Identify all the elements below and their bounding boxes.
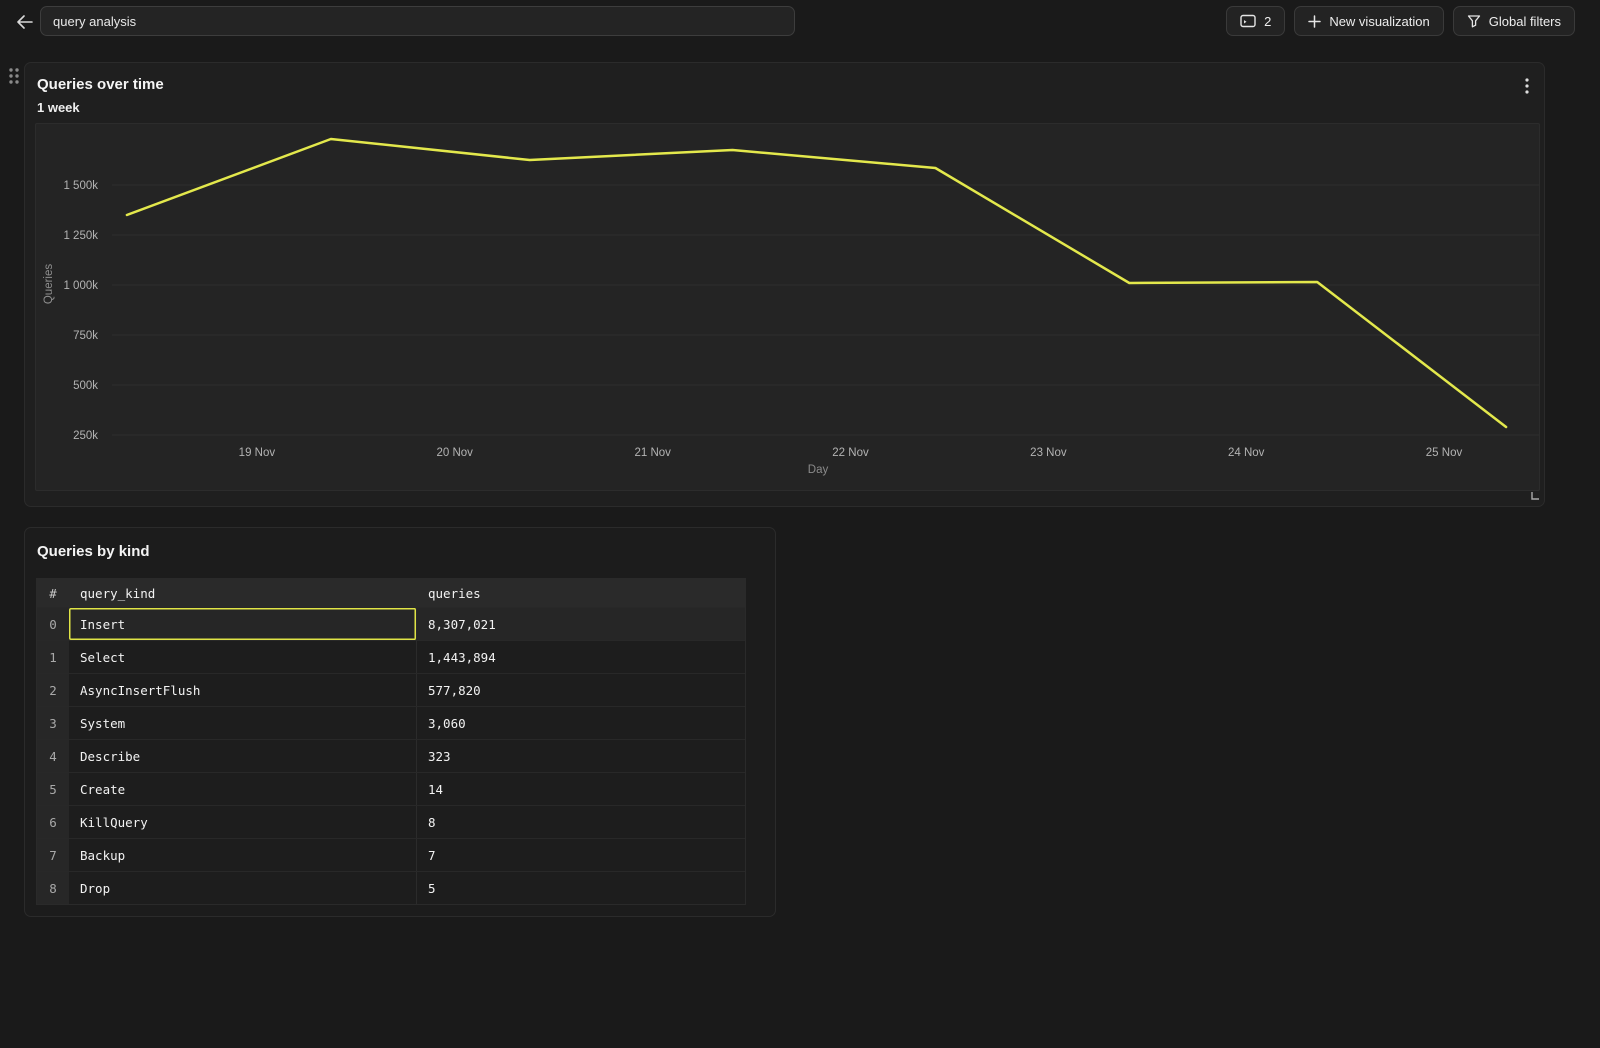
- queries-line-series: [125, 137, 1508, 429]
- table-row: 4 Describe 323: [37, 739, 745, 772]
- y-tick-label: 750k: [73, 330, 98, 342]
- resize-corner-icon[interactable]: [1529, 491, 1540, 502]
- x-tick-label: 23 Nov: [1030, 447, 1067, 459]
- x-tick-label: 19 Nov: [239, 447, 276, 459]
- row-index: 1: [37, 641, 69, 673]
- column-header-queries: queries: [428, 585, 481, 601]
- column-header-index: #: [49, 585, 57, 601]
- kebab-icon: [1525, 78, 1529, 94]
- table-header-row: # query_kind queries: [37, 579, 745, 607]
- y-tick-label: 1 250k: [63, 230, 98, 242]
- queries-cell[interactable]: 7: [428, 847, 436, 863]
- queries-cell[interactable]: 8,307,021: [428, 616, 496, 632]
- new-visualization-button[interactable]: New visualization: [1294, 6, 1444, 36]
- table-row: 3 System 3,060: [37, 706, 745, 739]
- row-index: 4: [37, 740, 69, 772]
- queries-cell[interactable]: 8: [428, 814, 436, 830]
- query-kind-cell[interactable]: Select: [69, 641, 417, 673]
- y-axis-title: Queries: [43, 264, 55, 305]
- column-header-query-kind: query_kind: [80, 585, 156, 601]
- query-kind-cell[interactable]: System: [69, 707, 417, 739]
- chart-panel: Queries over time 1 week 1 500k 1 250k 1 0…: [24, 62, 1545, 507]
- row-index: 6: [37, 806, 69, 838]
- row-index: 2: [37, 674, 69, 706]
- y-tick-label: 1 500k: [63, 180, 98, 192]
- topbar-actions: 2 New visualization Global filters: [1226, 6, 1575, 36]
- query-kind-cell[interactable]: Create: [69, 773, 417, 805]
- queries-cell[interactable]: 323: [428, 748, 451, 764]
- x-tick-label: 21 Nov: [634, 447, 671, 459]
- x-tick-label: 22 Nov: [832, 447, 869, 459]
- global-filters-button[interactable]: Global filters: [1452, 6, 1575, 36]
- grip-dots-icon: [9, 68, 19, 84]
- queries-cell[interactable]: 1,443,894: [428, 649, 496, 665]
- x-tick-label: 25 Nov: [1426, 447, 1463, 459]
- plus-icon: [1308, 14, 1322, 28]
- query-kind-cell[interactable]: Drop: [69, 872, 417, 904]
- table-row: 8 Drop 5: [37, 871, 745, 904]
- funnel-icon: [1467, 15, 1480, 28]
- global-filters-label: Global filters: [1488, 13, 1561, 29]
- query-kind-cell[interactable]: Backup: [69, 839, 417, 871]
- y-tick-label: 250k: [73, 430, 98, 442]
- arrow-left-icon: [16, 15, 33, 29]
- table-row: 7 Backup 7: [37, 838, 745, 871]
- y-tick-label: 500k: [73, 380, 98, 392]
- queries-table: # query_kind queries 0 Insert 8,307,021 1 Selec…: [36, 578, 746, 905]
- chart-menu-button[interactable]: [1516, 75, 1538, 97]
- line-chart: 1 500k 1 250k 1 000k 750k 500k 250k 19 Nov 20 N…: [43, 137, 1539, 476]
- query-kind-cell[interactable]: Describe: [69, 740, 417, 772]
- row-index: 7: [37, 839, 69, 871]
- table-row: 1 Select 1,443,894: [37, 640, 745, 673]
- dashboard-title-input[interactable]: [40, 6, 795, 36]
- chart-title: Queries over time: [37, 76, 164, 93]
- queries-cell[interactable]: 5: [428, 880, 436, 896]
- table-row: 6 KillQuery 8: [37, 805, 745, 838]
- new-visualization-label: New visualization: [1329, 13, 1430, 29]
- back-button[interactable]: [10, 8, 38, 36]
- y-tick-label: 1 000k: [63, 280, 98, 292]
- row-index: 3: [37, 707, 69, 739]
- table-row: 2 AsyncInsertFlush 577,820: [37, 673, 745, 706]
- query-kind-cell[interactable]: KillQuery: [69, 806, 417, 838]
- x-axis-title: Day: [808, 464, 829, 476]
- query-kind-cell[interactable]: AsyncInsertFlush: [69, 674, 417, 706]
- drag-handle[interactable]: [6, 66, 22, 86]
- table-row: 5 Create 14: [37, 772, 745, 805]
- queries-cell[interactable]: 3,060: [428, 715, 466, 731]
- console-count: 2: [1264, 13, 1272, 29]
- table-row: 0 Insert 8,307,021: [37, 607, 745, 640]
- table-panel: Queries by kind # query_kind queries 0 Inser…: [24, 527, 776, 917]
- queries-cell[interactable]: 577,820: [428, 682, 481, 698]
- console-icon: [1240, 14, 1256, 28]
- queries-cell[interactable]: 14: [428, 781, 444, 797]
- table-title: Queries by kind: [37, 543, 150, 560]
- x-tick-label: 24 Nov: [1228, 447, 1265, 459]
- topbar: 2 New visualization Global filters: [0, 0, 1600, 42]
- chart-plot-area[interactable]: 1 500k 1 250k 1 000k 750k 500k 250k 19 Nov 20 N…: [35, 123, 1540, 491]
- chart-subtitle: 1 week: [37, 100, 80, 115]
- x-tick-label: 20 Nov: [436, 447, 473, 459]
- row-index: 0: [37, 608, 69, 640]
- row-index: 8: [37, 872, 69, 904]
- console-count-button[interactable]: 2: [1226, 6, 1286, 36]
- row-index: 5: [37, 773, 69, 805]
- query-kind-cell[interactable]: Insert: [69, 608, 417, 640]
